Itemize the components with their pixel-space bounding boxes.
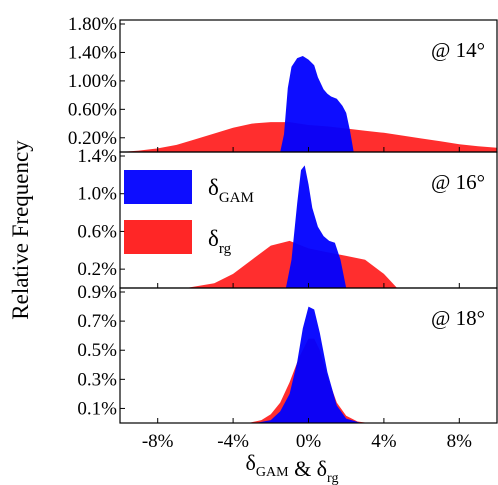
legend-swatch-gam — [124, 170, 192, 204]
series-layer — [120, 56, 497, 423]
series-gam-panel-3 — [255, 306, 362, 423]
y-tick-label-1-5: 1.80% — [68, 14, 117, 35]
panel-label-2: @ 16° — [431, 170, 485, 194]
series-gam-panel-1 — [280, 56, 354, 152]
y-tick-label-3-5: 0.9% — [77, 282, 117, 303]
x-axis-label: δGAM & δrg — [246, 450, 339, 485]
x-tick-label-5: 8% — [447, 431, 473, 452]
legend-label-rg: δrg — [208, 226, 232, 257]
legend-label-gam: δGAM — [208, 175, 254, 206]
legend-swatch-rg — [124, 220, 192, 254]
series-gam-panel-2 — [285, 165, 347, 288]
x-tick-label-2: -4% — [217, 431, 249, 452]
x-tick-label-1: -8% — [142, 431, 174, 452]
y-tick-label-2-3: 1.0% — [77, 184, 117, 205]
y-tick-label-2-1: 0.2% — [77, 259, 117, 280]
axes-layer — [119, 19, 498, 424]
y-tick-label-2-4: 1.4% — [77, 146, 117, 167]
y-tick-label-1-4: 1.40% — [68, 42, 117, 63]
y-tick-label-2-2: 0.6% — [77, 221, 117, 242]
y-tick-label-3-4: 0.7% — [77, 311, 117, 332]
y-tick-label-1-1: 0.20% — [68, 128, 117, 149]
panel-label-1: @ 14° — [431, 38, 485, 62]
y-tick-label-1-3: 1.00% — [68, 71, 117, 92]
panel-label-3: @ 18° — [431, 306, 485, 330]
y-tick-label-3-3: 0.5% — [77, 340, 117, 361]
y-tick-label-1-2: 0.60% — [68, 99, 117, 120]
y-tick-label-3-1: 0.1% — [77, 398, 117, 419]
x-tick-label-3: 0% — [296, 431, 322, 452]
y-axis-label: Relative Frequency — [8, 140, 33, 320]
y-tick-label-3-2: 0.3% — [77, 369, 117, 390]
text-layer: 0.20% 0.60% 1.00% 1.40% 1.80% @ 14° 0.2% 0.6% 1.… — [8, 14, 485, 485]
x-tick-label-4: 4% — [371, 431, 397, 452]
